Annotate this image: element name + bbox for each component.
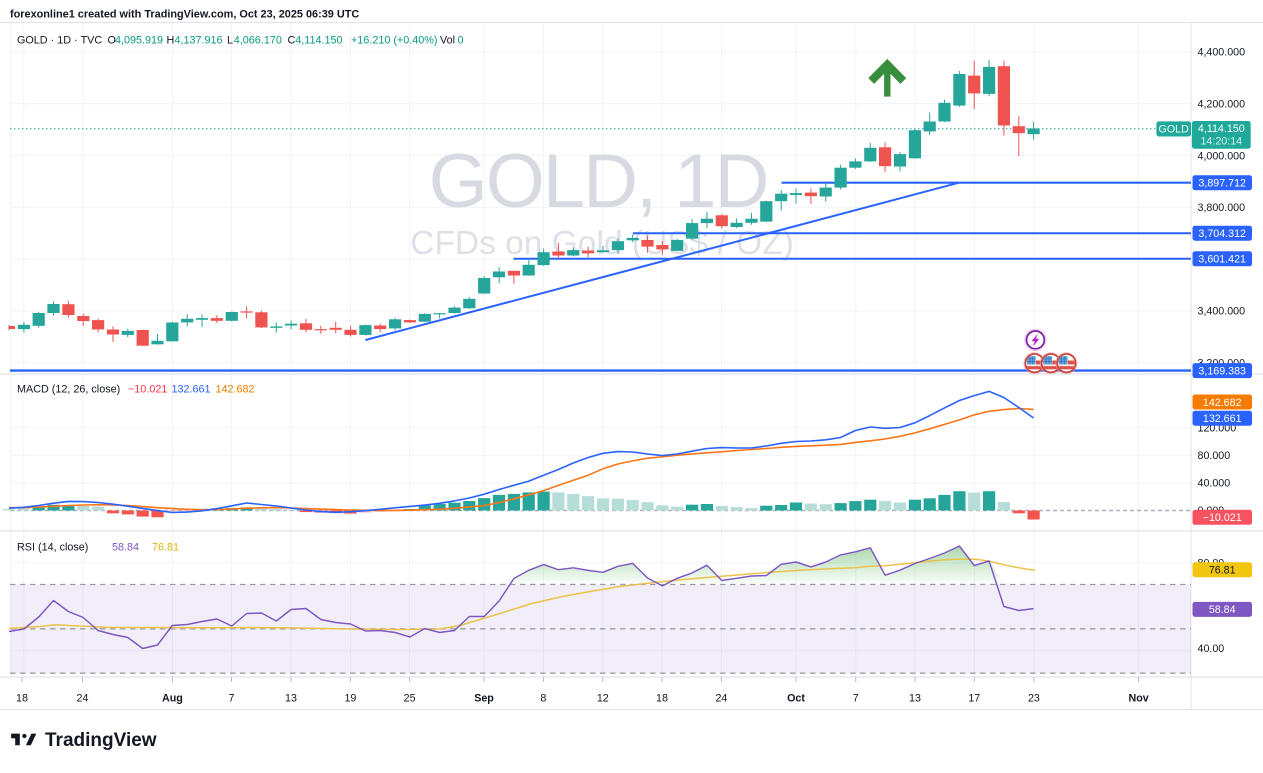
svg-text:4,000.000: 4,000.000: [1198, 151, 1246, 163]
svg-text:forexonline1 created with Trad: forexonline1 created with TradingView.co…: [10, 9, 359, 21]
svg-text:40.00: 40.00: [1198, 643, 1225, 655]
svg-text:3,601.421: 3,601.421: [1198, 254, 1246, 266]
svg-text:3,400.000: 3,400.000: [1198, 306, 1246, 318]
svg-text:142.682: 142.682: [1203, 397, 1242, 409]
svg-text:8: 8: [540, 692, 546, 704]
svg-text:4,200.000: 4,200.000: [1198, 99, 1246, 111]
svg-text:3,800.000: 3,800.000: [1198, 202, 1246, 214]
svg-text:GOLD, 1D: GOLD, 1D: [429, 139, 768, 224]
svg-text:24: 24: [77, 692, 89, 704]
svg-text:TradingView: TradingView: [45, 730, 157, 751]
svg-text:−10.021: −10.021: [1203, 512, 1242, 524]
svg-text:13: 13: [909, 692, 921, 704]
svg-text:24: 24: [715, 692, 727, 704]
svg-text:3,897.712: 3,897.712: [1198, 178, 1246, 190]
svg-text:76.81: 76.81: [1209, 565, 1236, 577]
svg-text:17: 17: [968, 692, 980, 704]
svg-text:Sep: Sep: [474, 692, 494, 704]
svg-text:4,400.000: 4,400.000: [1198, 47, 1246, 59]
svg-text:Oct: Oct: [787, 692, 805, 704]
svg-text:18: 18: [656, 692, 668, 704]
svg-text:3,169.383: 3,169.383: [1198, 365, 1246, 377]
svg-text:23: 23: [1028, 692, 1040, 704]
svg-text:GOLD: GOLD: [1159, 123, 1190, 135]
svg-text:18: 18: [16, 692, 28, 704]
svg-text:13: 13: [285, 692, 297, 704]
svg-text:CFDs on Gold (US$ / OZ): CFDs on Gold (US$ / OZ): [410, 225, 793, 262]
svg-text:25: 25: [404, 692, 416, 704]
svg-text:132.661: 132.661: [1203, 413, 1242, 425]
svg-text:7: 7: [229, 692, 235, 704]
svg-text:7: 7: [853, 692, 859, 704]
svg-text:40.000: 40.000: [1198, 478, 1231, 490]
svg-text:Aug: Aug: [162, 692, 183, 704]
svg-text:80.000: 80.000: [1198, 450, 1231, 462]
svg-text:19: 19: [344, 692, 356, 704]
svg-text:14:20:14: 14:20:14: [1200, 136, 1242, 148]
svg-text:3,704.312: 3,704.312: [1198, 228, 1246, 240]
svg-text:58.84: 58.84: [1209, 604, 1236, 616]
svg-text:Nov: Nov: [1128, 692, 1148, 704]
svg-text:12: 12: [597, 692, 609, 704]
svg-text:4,114.150: 4,114.150: [1198, 123, 1245, 135]
